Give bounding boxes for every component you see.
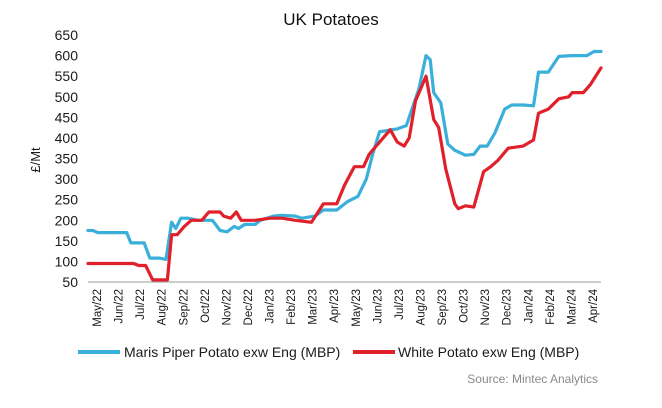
y-tick-label: 500 [55,89,79,105]
x-tick-label: Feb/24 [545,288,557,324]
x-tick-label: Dec/22 [243,289,255,325]
y-tick-label: 150 [55,233,79,249]
y-tick-label: 550 [55,68,79,84]
legend-label-white-potato: White Potato exw Eng (MBP) [398,344,579,360]
x-tick-label: Jun/22 [114,289,126,324]
x-tick-label: Mar/24 [566,288,578,324]
y-axis-ticks: 50 100 150 200 250 300 350 400 450 500 550 600 650 [55,27,79,290]
y-tick-label: 400 [55,130,79,146]
y-tick-label: 450 [55,109,79,125]
y-tick-label: 250 [55,192,79,208]
x-tick-label: Sep/22 [178,289,190,325]
legend-label-maris-piper: Maris Piper Potato exw Eng (MBP) [124,344,340,360]
x-tick-label: May/23 [351,289,363,327]
series-line-white-potato [86,66,603,282]
source-note: Source: Mintec Analytics [467,372,598,386]
x-tick-label: Nov/23 [480,289,492,325]
series-line-maris-piper [86,49,603,261]
x-tick-label: May/22 [92,289,104,327]
y-axis-label: £/Mt [28,147,43,173]
x-axis-ticks: May/22 Jun/22 Jul/22 Aug/22 Sep/22 Oct/22 Nov/… [92,288,600,326]
x-tick-label: Apr/24 [588,288,600,322]
y-tick-label: 50 [62,274,78,290]
y-tick-label: 350 [55,151,79,167]
x-tick-label: Feb/23 [286,289,298,325]
y-tick-label: 200 [55,212,79,228]
x-tick-label: Sep/23 [437,289,449,325]
x-tick-label: Jan/24 [523,288,535,323]
y-tick-label: 600 [55,48,79,64]
legend: Maris Piper Potato exw Eng (MBP) White P… [78,344,579,360]
x-tick-label: Oct/23 [459,289,471,323]
y-tick-label: 650 [55,27,79,43]
y-tick-label: 300 [55,171,79,187]
series-lines [86,49,603,282]
x-tick-label: Jul/23 [394,289,406,320]
x-tick-label: Mar/23 [308,289,320,325]
y-tick-label: 100 [55,253,79,269]
x-tick-label: Jan/23 [265,289,277,324]
x-tick-label: Aug/22 [157,289,169,325]
x-tick-label: Oct/22 [200,289,212,323]
x-tick-label: Jun/23 [372,289,384,324]
x-tick-label: Nov/22 [221,289,233,325]
x-tick-label: Aug/23 [415,289,427,325]
x-tick-label: Apr/23 [329,289,341,323]
chart-title: UK Potatoes [283,10,378,29]
x-tick-label: Dec/23 [502,289,514,325]
x-tick-label: Jul/22 [135,289,147,320]
